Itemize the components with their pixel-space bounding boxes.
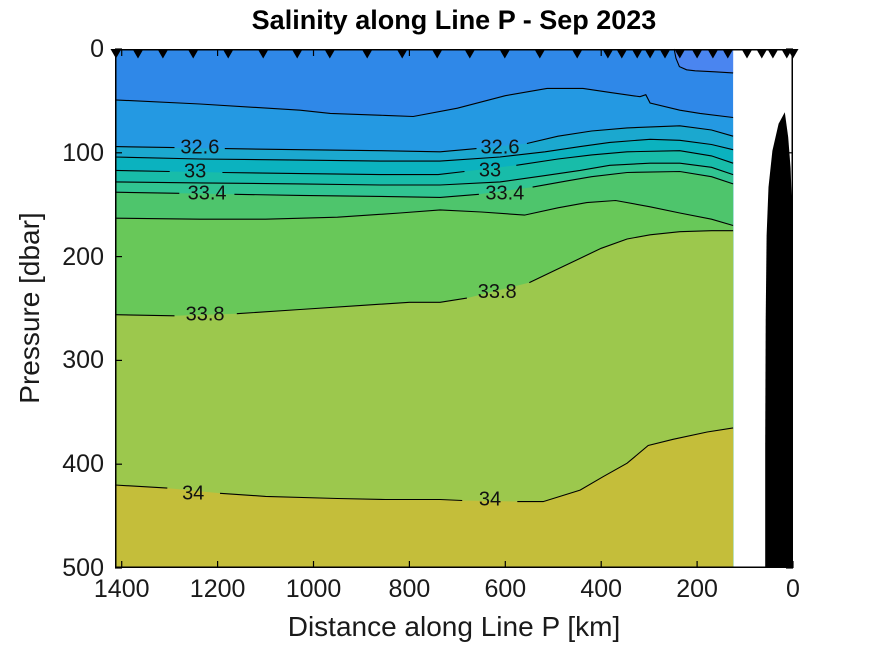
station-marker-icon <box>110 49 122 59</box>
station-marker-icon <box>257 49 269 59</box>
y-axis-label: Pressure [dbar] <box>14 212 45 404</box>
contour-line <box>234 193 479 198</box>
plot-title: Salinity along Line P - Sep 2023 <box>251 5 657 35</box>
contour-label: 33 <box>184 161 206 183</box>
station-marker-icon <box>644 49 656 59</box>
station-marker-icon <box>616 49 628 59</box>
x-tick-label: 800 <box>388 575 431 603</box>
x-tick-label: 200 <box>676 575 718 603</box>
salinity-band <box>115 230 734 568</box>
station-marker-icon <box>674 49 686 59</box>
contour-line <box>526 125 734 145</box>
plot-area: 32.6 32.6 33 33 33.4 33.4 33.8 33.8 34 34 <box>110 48 799 569</box>
station-marker-icon <box>187 49 199 59</box>
contour-line <box>114 87 734 119</box>
x-tick-label: 1000 <box>285 575 342 603</box>
x-tick-label: 1200 <box>189 575 246 603</box>
contour-line <box>114 484 168 489</box>
x-tick-label: 400 <box>580 575 623 603</box>
contour-line <box>222 170 465 176</box>
station-marker-icon <box>464 49 476 59</box>
contour-line <box>114 199 734 227</box>
axes-box <box>115 49 793 568</box>
station-marker-icon <box>396 49 408 59</box>
contour-line <box>114 138 734 162</box>
contour-line <box>114 314 175 317</box>
contour-line <box>529 230 734 284</box>
contour-line <box>219 492 463 502</box>
y-tick-label: 100 <box>62 138 104 167</box>
station-marker-icon <box>631 49 643 59</box>
contour-line <box>114 146 175 149</box>
contour-line <box>673 48 734 74</box>
salinity-band <box>115 427 734 568</box>
contour-label: 32.6 <box>180 137 219 159</box>
contour-line <box>517 427 734 503</box>
station-marker-icon <box>222 49 234 59</box>
contour-line <box>516 150 734 166</box>
contour-label: 33.4 <box>485 182 524 204</box>
station-marker-icon <box>787 49 799 59</box>
bathymetry-fill <box>765 112 793 569</box>
contour-label: 33 <box>479 159 501 181</box>
contour-label: 33.4 <box>188 182 227 204</box>
station-marker-icon <box>499 49 511 59</box>
contour-line <box>114 169 170 173</box>
station-marker-icon <box>741 49 753 59</box>
station-marker-icon <box>291 49 303 59</box>
station-marker-icon <box>767 49 779 59</box>
station-marker-icon <box>659 49 671 59</box>
contour-label: 33.8 <box>186 304 225 326</box>
station-marker-icon <box>534 49 546 59</box>
station-marker-icon <box>707 49 719 59</box>
contour-label: 32.6 <box>481 137 520 159</box>
contour-line <box>236 297 467 315</box>
station-marker-icon <box>324 49 336 59</box>
contour-line <box>224 148 477 153</box>
contour-line <box>114 162 734 186</box>
station-marker-icon <box>361 49 373 59</box>
x-axis-label: Distance along Line P [km] <box>287 611 621 642</box>
contour-line <box>532 170 734 188</box>
contour-label: 33.8 <box>478 281 517 303</box>
station-marker-icon <box>691 49 703 59</box>
y-tick-label: 500 <box>62 554 104 582</box>
surface-fresh-band <box>674 49 734 73</box>
x-tick-label: 600 <box>484 575 527 603</box>
station-marker-icon <box>571 49 583 59</box>
y-tick-label: 400 <box>62 450 104 479</box>
station-marker-icon <box>132 49 144 59</box>
station-marker-icon <box>157 49 169 59</box>
contour-label: 34 <box>479 489 501 511</box>
station-marker-icon <box>756 49 768 59</box>
y-tick-label: 300 <box>62 346 104 375</box>
contour-label: 34 <box>182 482 204 504</box>
y-tick-label: 0 <box>90 35 104 63</box>
station-marker-icon <box>602 49 614 59</box>
station-marker-icon <box>722 49 734 59</box>
station-marker-icon <box>431 49 443 59</box>
y-tick-label: 200 <box>62 242 104 271</box>
x-tick-label: 0 <box>786 575 800 603</box>
contour-line <box>114 191 180 194</box>
x-tick-label: 1400 <box>93 575 150 603</box>
